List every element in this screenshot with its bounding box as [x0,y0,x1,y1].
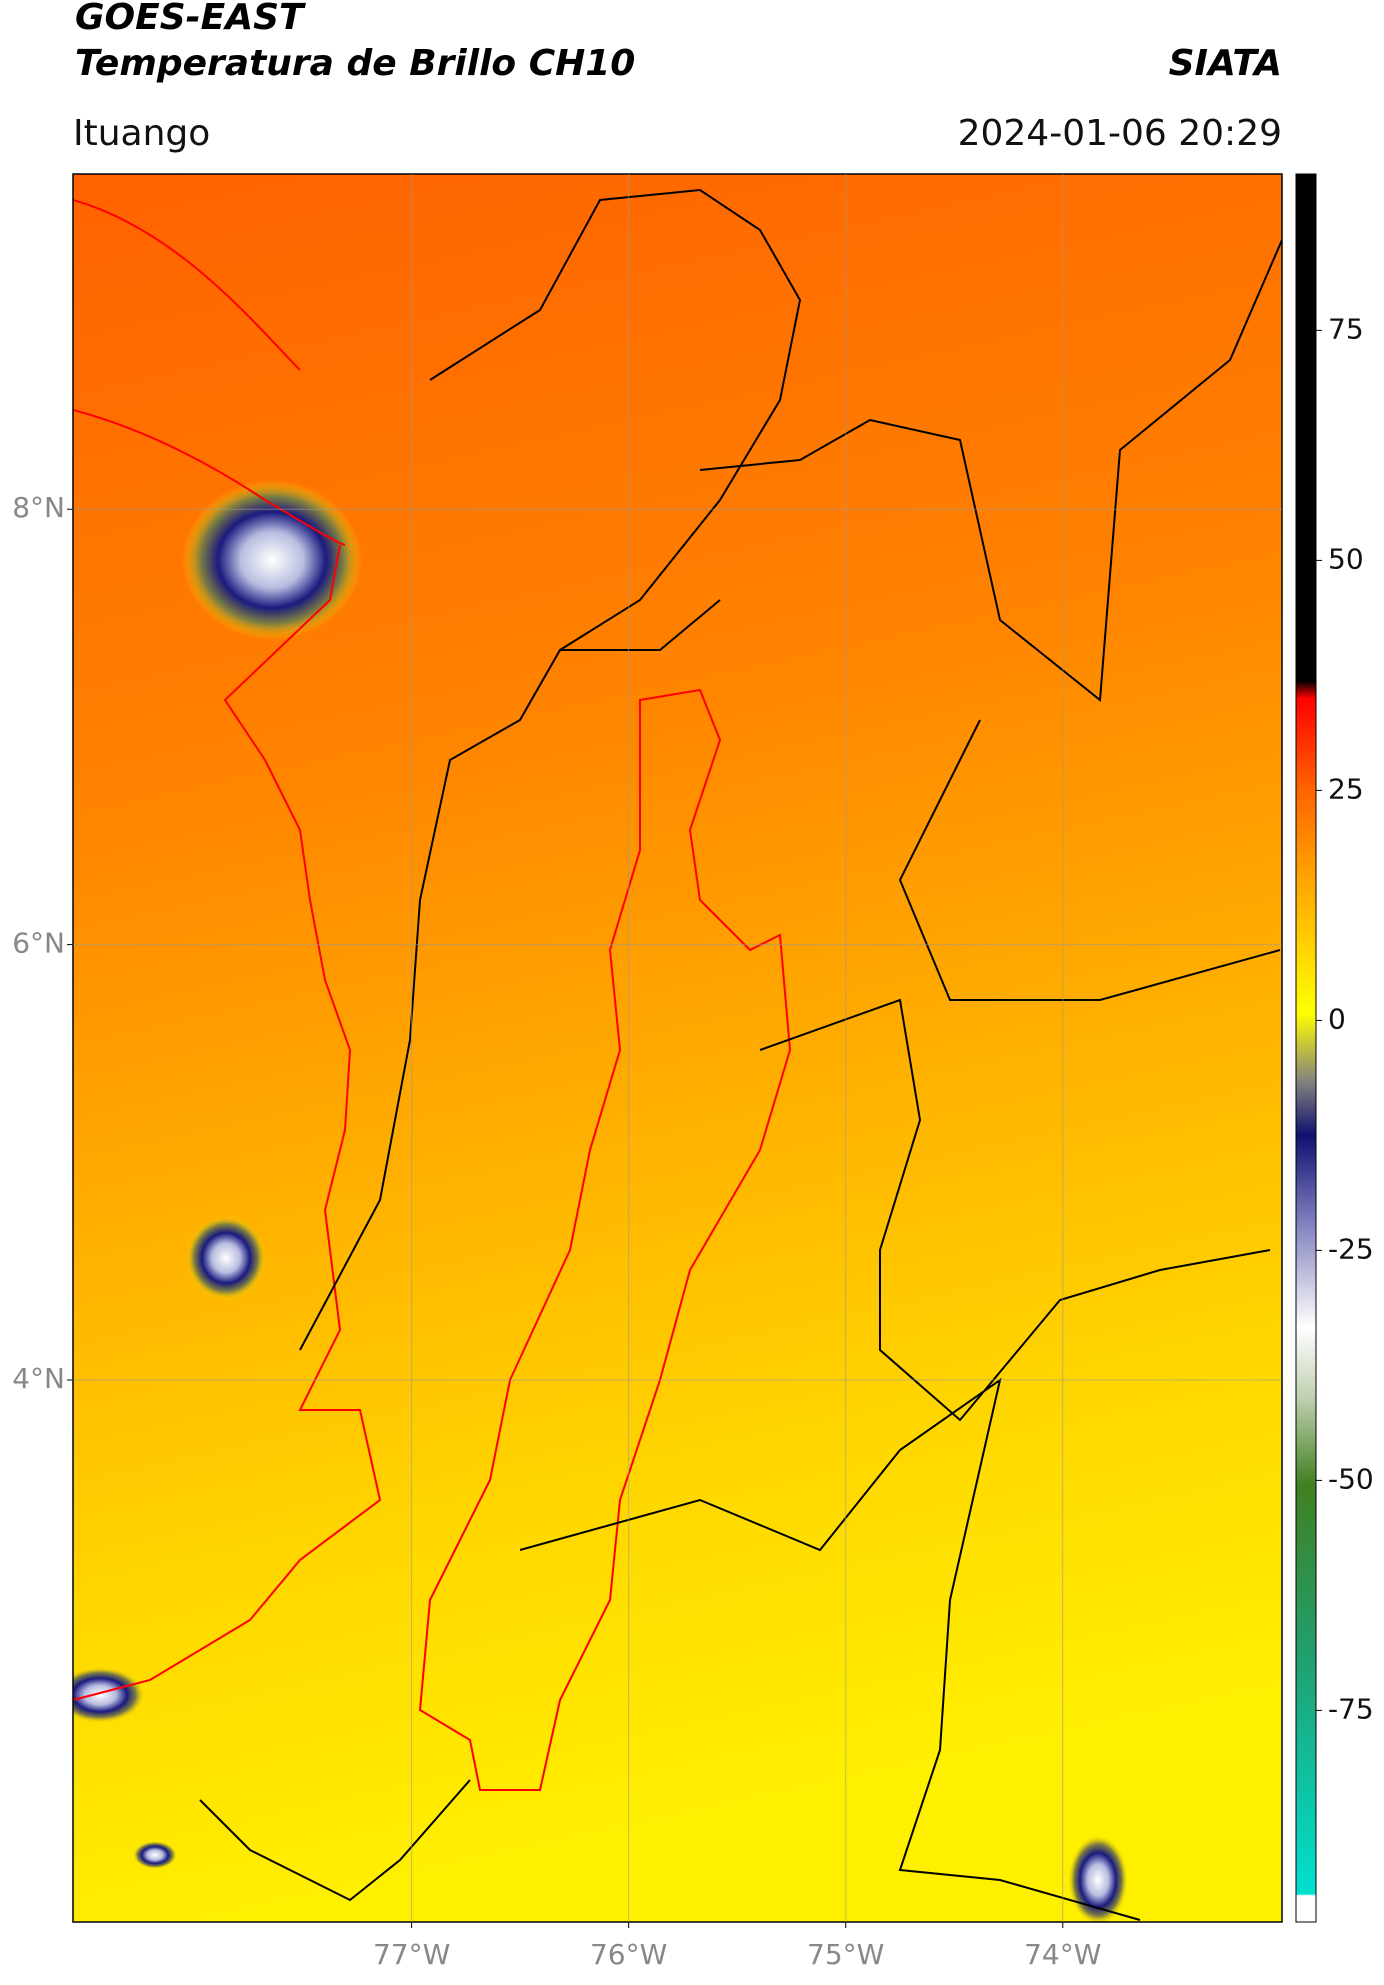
colorbar-label: -50 [1328,1462,1374,1495]
colorbar-label: -75 [1328,1692,1374,1725]
cloud-cell [1068,1835,1128,1922]
colorbar [1295,173,1317,1923]
colorbar-label: 0 [1328,1002,1346,1035]
x-tick-label: 77°W [373,1938,450,1971]
cloud-cell [133,1841,177,1869]
map-area [73,174,1282,1922]
subtitle: Temperatura de Brillo CH10 [75,43,635,84]
title: GOES-EAST [75,0,306,38]
admin-borders [199,188,1282,1921]
coastline [73,199,382,1701]
colorbar-label: 75 [1328,312,1364,345]
x-tick-label: 74°W [1024,1938,1101,1971]
cloud-cell [182,480,362,640]
brightness-field [73,174,1282,1922]
y-tick-label: 8°N [12,491,65,524]
y-tick-label: 6°N [12,927,65,960]
region-outline [418,688,792,1791]
location: Ituango [73,113,210,154]
colorbar-label: 50 [1328,542,1364,575]
colorbar-label: 25 [1328,772,1364,805]
datetime: 2024-01-06 20:29 [958,113,1282,154]
map-frame [72,173,1283,1923]
cloud-cell [186,1216,266,1300]
colorbar-label: -25 [1328,1232,1374,1265]
x-tick-label: 75°W [807,1938,884,1971]
y-tick-label: 4°N [12,1362,65,1395]
cloud-cell [73,1667,145,1723]
x-tick-label: 76°W [590,1938,667,1971]
source: SIATA [1169,43,1282,84]
